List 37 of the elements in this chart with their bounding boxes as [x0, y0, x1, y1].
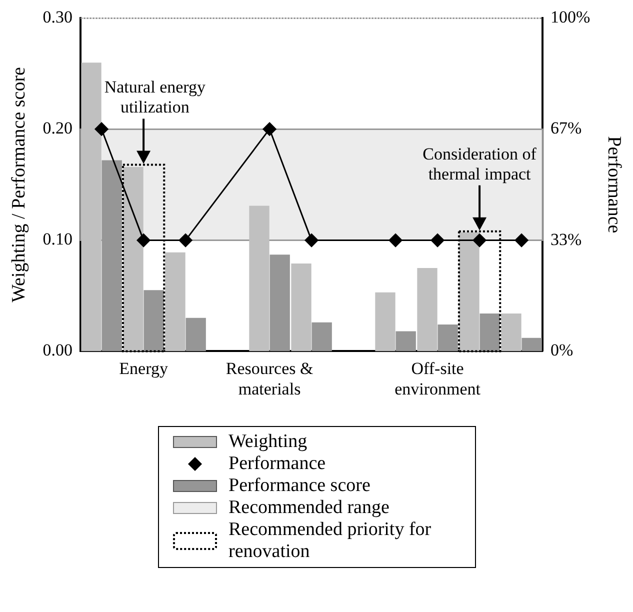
- annotation: Consideration of thermal impact: [422, 144, 537, 184]
- y-tick-label: 0.30: [42, 8, 73, 27]
- y2-tick-label: 0%: [550, 340, 574, 360]
- bar: [396, 331, 416, 352]
- bar: [165, 252, 186, 352]
- legend-label: Weighting: [228, 431, 308, 453]
- x-tick-label: Energy: [119, 358, 168, 378]
- y2-tick-label: 33%: [550, 230, 582, 249]
- y-tick-label: 0.00: [42, 340, 73, 360]
- bar: [501, 313, 522, 352]
- bar: [81, 62, 102, 352]
- bar: [459, 232, 480, 352]
- bar: [123, 166, 144, 352]
- y-tick-label: 0.20: [42, 118, 73, 138]
- bar: [291, 264, 312, 352]
- bar: [375, 292, 396, 352]
- bar: [438, 324, 458, 352]
- y2-axis-title: Performance: [604, 136, 625, 234]
- x-tick-label: Off-site environment: [394, 358, 481, 398]
- y-tick-label: 0.10: [42, 230, 73, 249]
- legend-label: Recommended range: [228, 497, 390, 519]
- legend-label: Recommended priority for renovation: [228, 519, 432, 563]
- y2-tick-label: 100%: [550, 8, 590, 27]
- legend-label: Performance: [228, 453, 326, 475]
- legend-label: Performance score: [228, 475, 370, 497]
- y-axis-title: Weighting / Performance score: [8, 67, 30, 302]
- bar: [480, 313, 500, 352]
- bar: [270, 254, 290, 352]
- x-tick-label: Resources & materials: [226, 358, 314, 398]
- bar: [417, 268, 438, 352]
- y2-tick-label: 67%: [550, 118, 582, 138]
- bar: [144, 290, 164, 352]
- annotation: Natural energy utilization: [104, 78, 206, 117]
- bar: [186, 318, 206, 352]
- bar: [312, 322, 332, 352]
- bar: [249, 206, 270, 352]
- bar: [522, 338, 542, 352]
